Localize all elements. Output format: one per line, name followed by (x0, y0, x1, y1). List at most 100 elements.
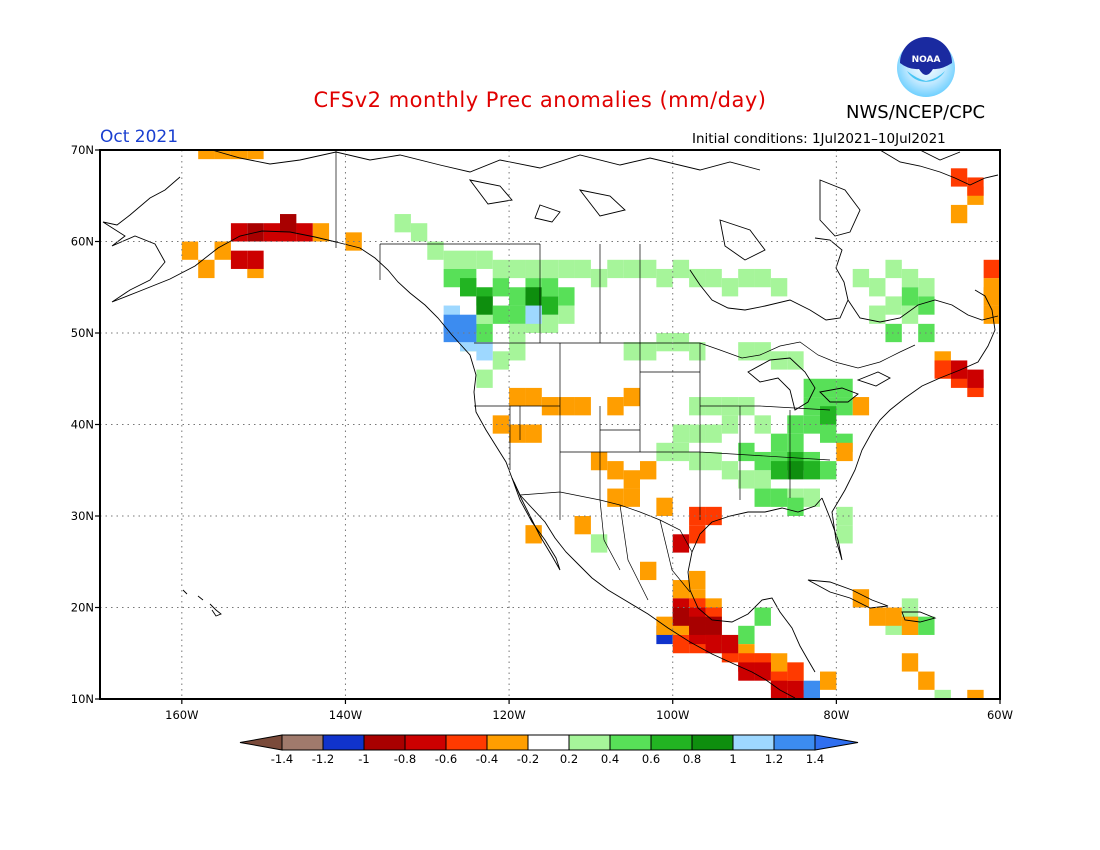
greenland (879, 149, 999, 186)
anomaly-cell (476, 342, 493, 361)
colorbar-label: -0.4 (476, 752, 498, 766)
anomaly-cell (443, 268, 460, 288)
gulf-coast (687, 497, 823, 673)
anomaly-cell (492, 415, 510, 434)
colorbar-bin (773, 734, 816, 751)
anomaly-cell (509, 287, 526, 306)
colorbar-bin (445, 734, 488, 751)
anomaly-cell (836, 378, 853, 398)
anomaly-cell (476, 250, 493, 269)
anomaly-cell (721, 415, 739, 434)
anomaly-cell (754, 268, 771, 288)
cuba (807, 579, 889, 609)
anomaly-cell (558, 287, 575, 306)
colorbar-label: 0.8 (683, 752, 701, 766)
colorbar-bin (281, 734, 324, 751)
anomaly-cell (394, 214, 411, 233)
hispaniola (901, 611, 937, 623)
colorbar-bin (363, 734, 406, 751)
anomaly-cell (247, 250, 264, 269)
anomaly-cell (280, 214, 297, 233)
colorbar-label: 1.2 (765, 752, 783, 766)
anomaly-cells (181, 150, 1000, 699)
anomaly-cell (689, 342, 706, 361)
anomaly-cell (590, 268, 608, 288)
anomaly-cell (574, 397, 591, 416)
anomaly-cell (787, 461, 804, 480)
anomaly-cell (509, 323, 526, 343)
anomaly-cell (787, 662, 804, 681)
anomaly-cell (640, 342, 657, 361)
anomaly-cell (738, 342, 755, 361)
anomaly-cell (738, 662, 755, 681)
anomaly-cell (509, 342, 526, 361)
anomaly-cell (623, 387, 640, 407)
anomaly-cell (443, 323, 460, 343)
anomaly-cell (492, 351, 510, 370)
anomaly-cell (689, 268, 706, 288)
colorbar-bin (527, 734, 570, 751)
anomaly-cell (901, 287, 919, 306)
anomaly-cell (541, 314, 559, 333)
anomaly-cell (967, 369, 984, 388)
lon-tick-label: 100W (656, 708, 689, 722)
anomaly-cell (640, 561, 657, 581)
mexico-states (599, 499, 691, 601)
anomaly-cell (967, 689, 984, 699)
colorbar-label: -1 (358, 752, 369, 766)
anomaly-cell (525, 424, 542, 443)
anomaly-cell (492, 278, 510, 297)
anomaly-cell (836, 442, 853, 462)
lat-tick-label: 50N (71, 326, 94, 340)
anomaly-cell (803, 680, 820, 699)
anomaly-cell (574, 516, 591, 535)
anomaly-cell (509, 305, 526, 324)
lon-tick-label: 80W (823, 708, 849, 722)
colorbar-bin (691, 734, 734, 751)
anomaly-cell (770, 433, 788, 452)
colorbar-label: -0.6 (435, 752, 457, 766)
anomaly-cell (541, 296, 559, 315)
anomaly-cell (460, 323, 477, 343)
anomaly-cell (803, 378, 820, 398)
anomaly-cell (689, 451, 706, 471)
anomaly-cell (607, 488, 624, 507)
colorbar-bin (568, 734, 611, 751)
anomaly-cell (721, 634, 739, 654)
anomaly-cell (869, 305, 886, 324)
anomaly-cell (214, 241, 231, 260)
arctic-islands (468, 179, 861, 261)
anomaly-cell (803, 397, 820, 416)
anomaly-cell (525, 287, 542, 306)
anomaly-cell (410, 223, 428, 242)
lon-tick-label: 160W (165, 708, 198, 722)
anomaly-cell (590, 534, 608, 553)
anomaly-cell (770, 278, 788, 297)
anomaly-cell (541, 259, 559, 279)
anomaly-cell (476, 323, 493, 343)
anomaly-cell (672, 424, 690, 443)
anomaly-cell (770, 488, 788, 507)
canada-provinces (379, 243, 641, 343)
anomaly-cell (770, 653, 788, 672)
colorbar-label: -1.4 (271, 752, 293, 766)
lat-tick-label: 10N (71, 692, 94, 706)
anomaly-cell (885, 259, 902, 279)
anomaly-cell (263, 223, 280, 242)
anomaly-cell (607, 461, 624, 480)
anomaly-cell (738, 268, 755, 288)
anomaly-cell (525, 305, 542, 324)
anomaly-cell (820, 406, 837, 425)
lon-tick-label: 120W (492, 708, 525, 722)
hawaii (182, 589, 222, 617)
anomaly-cell (656, 497, 673, 516)
anomaly-cell (607, 397, 624, 416)
anomaly-cell (509, 259, 526, 279)
anomaly-cell (640, 259, 657, 279)
anomaly-cell (950, 204, 968, 224)
anomaly-cell (885, 607, 902, 626)
anomaly-cell (983, 259, 1000, 279)
anomaly-cell (672, 259, 690, 279)
colorbar-label: -1.2 (312, 752, 334, 766)
